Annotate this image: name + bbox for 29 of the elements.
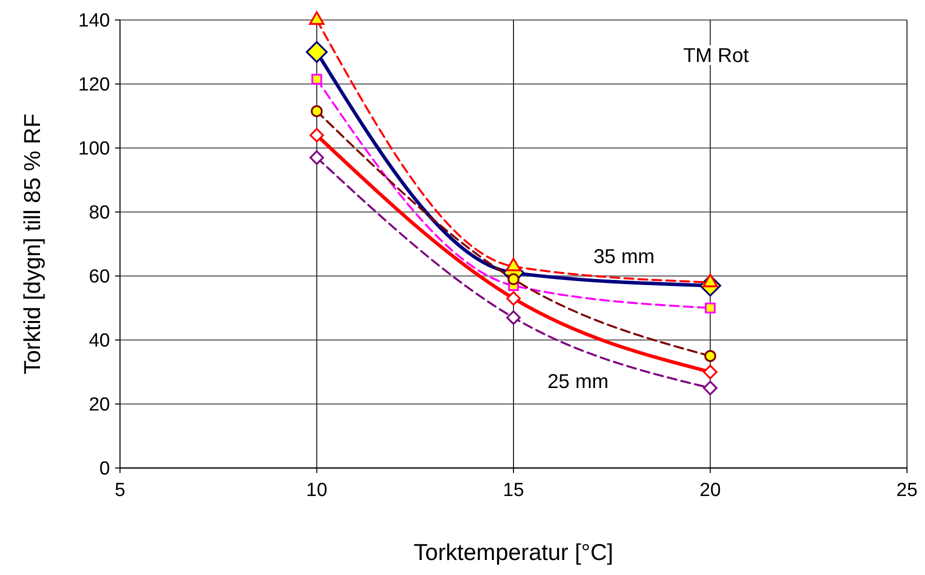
y-tick-label: 80 — [88, 202, 110, 224]
point — [310, 150, 324, 165]
x-axis-title: Torktemperatur [°C] — [414, 539, 614, 565]
y-tick-label: 0 — [99, 458, 110, 480]
y-tick-label: 140 — [78, 10, 110, 32]
y-tick-label: 20 — [88, 394, 110, 416]
x-tick-label: 10 — [306, 480, 328, 501]
point — [703, 364, 718, 380]
annotation: 35 mm — [593, 246, 655, 268]
point — [311, 74, 322, 85]
x-tick-label: 20 — [700, 480, 721, 501]
y-axis-title: Torktid [dygn] till 85 % RF — [19, 114, 45, 374]
point — [703, 380, 718, 396]
point — [310, 105, 323, 118]
point — [704, 350, 716, 362]
point — [310, 128, 324, 142]
point — [508, 273, 520, 286]
point — [306, 41, 328, 63]
y-tick-label: 40 — [88, 330, 110, 352]
x-tick-label: 15 — [502, 480, 524, 501]
y-tick-label: 100 — [78, 138, 110, 160]
x-tick-label: 25 — [896, 480, 918, 501]
y-tick-label: 60 — [88, 266, 110, 288]
point — [506, 310, 521, 325]
point — [704, 302, 716, 314]
annotation: 25 mm — [547, 371, 609, 393]
point — [506, 291, 521, 306]
y-tick-label: 120 — [78, 74, 110, 96]
x-tick-label: 5 — [114, 480, 126, 501]
